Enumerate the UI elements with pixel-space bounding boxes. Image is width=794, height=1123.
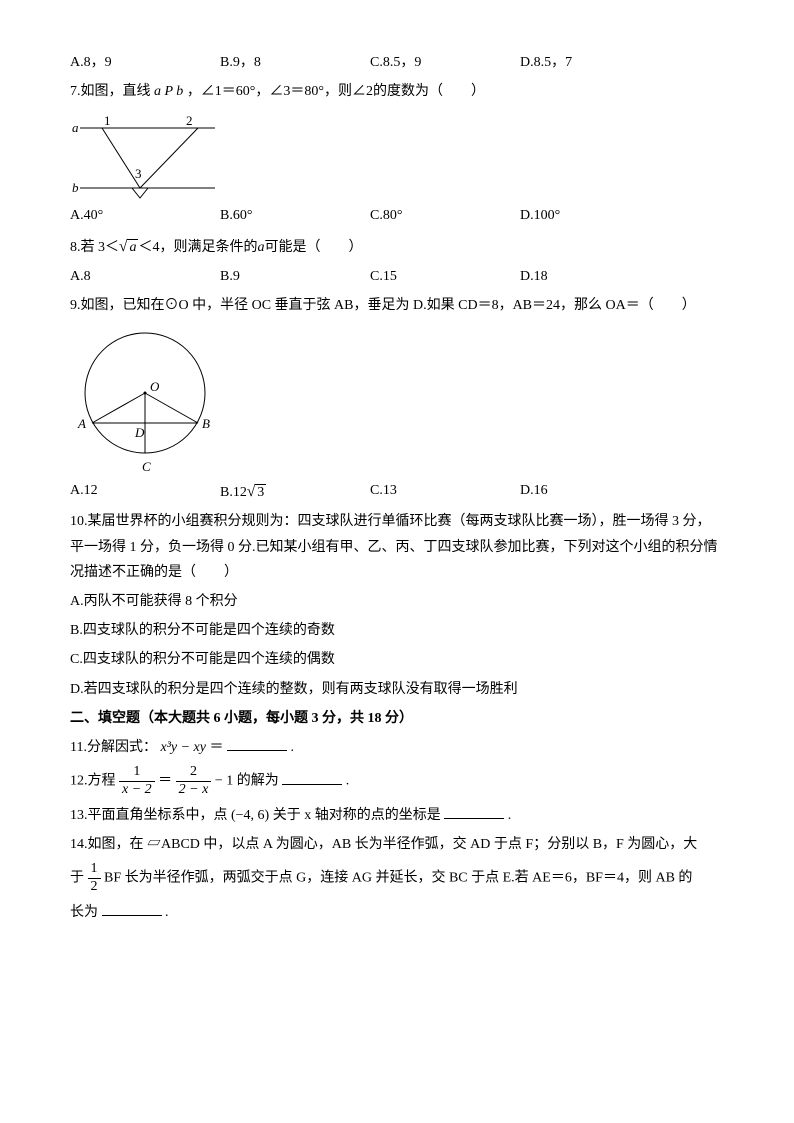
q7-opt-c: C.80° — [370, 203, 520, 228]
svg-text:a: a — [72, 120, 79, 135]
q8-post: ＜4，则满足条件的 — [138, 240, 257, 255]
q8-opt-a: A.8 — [70, 264, 220, 289]
q12-frac-right: 2 2 − x — [176, 764, 212, 799]
svg-text:A: A — [77, 416, 86, 431]
q7-pre: 7.如图，直线 — [70, 84, 151, 99]
q9-figure: O A B C D — [70, 323, 724, 478]
q9-stem: 9.如图，已知在⊙O 中，半径 OC 垂直于弦 AB，垂足为 D.如果 CD＝8… — [70, 293, 724, 318]
q9-opt-c: C.13 — [370, 478, 520, 506]
q7-opt-a: A.40° — [70, 203, 220, 228]
q11-expr: x³y − xy — [160, 740, 206, 755]
q12-frac-left: 1 x − 2 — [119, 764, 155, 799]
svg-text:C: C — [142, 459, 151, 474]
q14-line2: 于 1 2 BF 长为半径作弧，两弧交于点 G，连接 AG 并延长，交 BC 于… — [70, 861, 724, 896]
q13-blank — [444, 804, 504, 819]
q14-line3: 长为 . — [70, 900, 724, 925]
q8-stem: 8.若 3＜√a＜4，则满足条件的a 可能是（ ） — [70, 233, 724, 261]
svg-text:B: B — [202, 416, 210, 431]
q10-opt-a: A.丙队不可能获得 8 个积分 — [70, 589, 724, 614]
q14-post: . — [165, 905, 169, 920]
q14-fden: 2 — [88, 879, 101, 896]
q11-post: . — [290, 740, 294, 755]
q6-opt-c: C.8.5，9 — [370, 50, 520, 75]
q6-options: A.8，9 B.9，8 C.8.5，9 D.8.5，7 — [70, 50, 724, 75]
q11-blank — [227, 736, 287, 751]
q14-line1: 14.如图，在 ▱ABCD 中，以点 A 为圆心，AB 长为半径作弧，交 AD … — [70, 832, 724, 857]
q7-opt-b: B.60° — [220, 203, 370, 228]
svg-text:D: D — [134, 425, 145, 440]
q8-pre: 8.若 3＜ — [70, 240, 119, 255]
svg-text:3: 3 — [135, 166, 142, 181]
q13-post: . — [508, 808, 512, 823]
q8-opt-c: C.15 — [370, 264, 520, 289]
q14-l2-mid: BF 长为半径作弧，两弧交于点 G，连接 AG 并延长，交 BC 于点 E.若 … — [104, 871, 692, 886]
svg-text:O: O — [150, 379, 160, 394]
q8-opt-b: B.9 — [220, 264, 370, 289]
q14-blank — [102, 901, 162, 916]
q10-stem: 10.某届世界杯的小组赛积分规则为：四支球队进行单循环比赛（每两支球队比赛一场）… — [70, 509, 724, 585]
q7-stem: 7.如图，直线 a P b ，∠1＝60°，∠3＝80°，则∠2的度数为（ ） — [70, 79, 724, 104]
q8-opt-d: D.18 — [520, 264, 670, 289]
q14-l2-pre: 于 — [70, 871, 84, 886]
q12-eq: ＝ — [158, 774, 176, 789]
q7-svg: a b 1 2 3 — [70, 108, 220, 203]
q12-minus: − 1 的解为 — [215, 774, 279, 789]
q9-b-sqrt: 3 — [255, 484, 266, 500]
q13-pre: 13.平面直角坐标系中，点 (−4, 6) 关于 x 轴对称的点的坐标是 — [70, 808, 441, 823]
q9-opt-d: D.16 — [520, 478, 670, 506]
q12-rden: 2 − x — [176, 782, 212, 799]
q6-opt-a: A.8，9 — [70, 50, 220, 75]
q9-opt-a: A.12 — [70, 478, 220, 506]
q8-options: A.8 B.9 C.15 D.18 — [70, 264, 724, 289]
q11-pre: 11.分解因式： — [70, 740, 157, 755]
q10-opt-b: B.四支球队的积分不可能是四个连续的奇数 — [70, 618, 724, 643]
svg-text:1: 1 — [104, 113, 111, 128]
q9-svg: O A B C D — [70, 323, 220, 478]
q14-frac: 1 2 — [88, 861, 101, 896]
section2-title: 二、填空题（本大题共 6 小题，每小题 3 分，共 18 分） — [70, 706, 724, 731]
q6-opt-b: B.9，8 — [220, 50, 370, 75]
svg-text:2: 2 — [186, 113, 193, 128]
q14-fnum: 1 — [88, 861, 101, 879]
q9-options: A.12 B.12√3 C.13 D.16 — [70, 478, 724, 506]
q10-opt-c: C.四支球队的积分不可能是四个连续的偶数 — [70, 647, 724, 672]
q12-blank — [282, 770, 342, 785]
q7-ab: a P b — [154, 84, 183, 99]
q12-post: . — [346, 774, 350, 789]
q7-figure: a b 1 2 3 — [70, 108, 724, 203]
q7-mid: ，∠1＝60°，∠3＝80°，则∠2的度数为（ ） — [187, 84, 485, 99]
q11-eq: ＝ — [209, 740, 223, 755]
q13-stem: 13.平面直角坐标系中，点 (−4, 6) 关于 x 轴对称的点的坐标是 . — [70, 803, 724, 828]
q11-stem: 11.分解因式： x³y − xy ＝ . — [70, 735, 724, 760]
q14-l3: 长为 — [70, 905, 98, 920]
q12-stem: 12.方程 1 x − 2 ＝ 2 2 − x − 1 的解为 . — [70, 764, 724, 799]
q7-options: A.40° B.60° C.80° D.100° — [70, 203, 724, 228]
sqrt-icon: √3 — [247, 478, 266, 506]
q12-pre: 12.方程 — [70, 774, 119, 789]
q6-opt-d: D.8.5，7 — [520, 50, 670, 75]
sqrt-icon: √a — [119, 233, 138, 261]
q12-lnum: 1 — [119, 764, 155, 782]
q12-rnum: 2 — [176, 764, 212, 782]
q8-sqrt-arg: a — [127, 239, 138, 255]
q7-opt-d: D.100° — [520, 203, 670, 228]
q12-lden: x − 2 — [119, 782, 155, 799]
svg-text:b: b — [72, 180, 79, 195]
q10-opt-d: D.若四支球队的积分是四个连续的整数，则有两支球队没有取得一场胜利 — [70, 677, 724, 702]
q9-b-pre: B.12 — [220, 485, 247, 500]
q8-end: 可能是（ ） — [264, 240, 362, 255]
q9-opt-b: B.12√3 — [220, 478, 370, 506]
